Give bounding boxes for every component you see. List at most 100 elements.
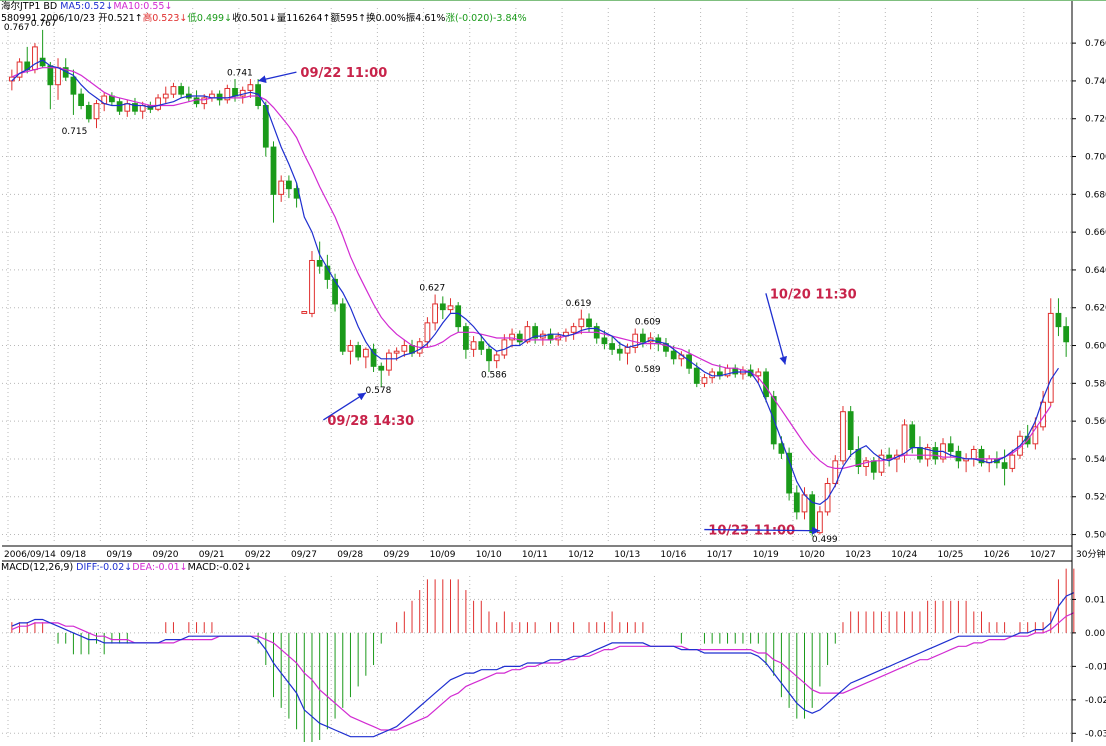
date-tick-label: 10/24 (891, 550, 917, 560)
candle-down (316, 259, 323, 267)
candle-down (232, 87, 238, 97)
date-tick-label: 10/13 (614, 550, 640, 560)
price-tick-label: 0.620 (1085, 304, 1106, 314)
candle-down (778, 443, 785, 454)
price-tick-label: 0.740 (1085, 77, 1106, 87)
header-segment: 额595↑ (330, 12, 366, 24)
price-tick-label: 0.680 (1085, 190, 1106, 200)
candle-down (378, 365, 385, 371)
moving-averages (11, 59, 1059, 505)
candle-up (424, 322, 431, 343)
price-tick-label: 0.600 (1085, 342, 1106, 352)
header-segment: MA10:0.55↓ (113, 1, 172, 12)
annotation-label: 10/20 11:30 (770, 287, 857, 302)
header-segment: MACD(12,26,9) (1, 562, 76, 573)
date-tick-label: 10/26 (984, 550, 1010, 560)
candle-down (516, 333, 523, 343)
price-tick-label: 0.540 (1085, 455, 1106, 465)
price-tick-label: 0.700 (1085, 153, 1106, 163)
candle-up (524, 326, 531, 343)
candle-down (793, 492, 800, 513)
price-tick-label: 0.660 (1085, 228, 1106, 238)
candle-down (178, 86, 185, 95)
candle-up (224, 87, 231, 101)
price-tick-label: 0.720 (1085, 115, 1106, 125)
candle-down (870, 460, 877, 473)
candle-up (1047, 312, 1054, 403)
candle-up (93, 103, 100, 120)
annotation-label: 10/23 11:00 (708, 524, 795, 539)
candle-down (216, 93, 223, 101)
price-marker-label: 0.589 (635, 365, 661, 375)
candle-down (370, 348, 377, 367)
date-tick-label: 2006/09/14 (4, 550, 56, 560)
candle-down (917, 447, 923, 460)
candle-up (509, 333, 515, 341)
date-tick-label: 10/19 (753, 550, 779, 560)
header-segment: 580991 2006/10/23 (1, 13, 98, 24)
candle-down (847, 411, 854, 450)
date-tick-label: 10/17 (707, 550, 733, 560)
candle-up (162, 93, 169, 99)
date-tick-label: 10/10 (476, 550, 502, 560)
annotation-arrow (323, 392, 367, 421)
header-segment: DIFF:-0.02↓ (76, 562, 132, 573)
annotation-label: 09/22 11:00 (300, 66, 387, 81)
candle-up (832, 460, 839, 485)
candle-down (455, 305, 462, 328)
annotation-label: 09/28 14:30 (327, 414, 414, 429)
price-tick-label: 0.520 (1085, 493, 1106, 503)
candle-down (116, 101, 123, 112)
price-tick-label: 0.760 (1085, 39, 1106, 49)
price-marker-label: 0.715 (62, 127, 88, 137)
candle-down (616, 348, 623, 354)
candle-up (362, 348, 369, 358)
candle-down (463, 326, 469, 350)
date-tick-label: 10/25 (937, 550, 963, 560)
annotation-arrow (257, 71, 297, 83)
candle-down (786, 452, 792, 494)
candle-down (670, 350, 677, 360)
date-tick-label: 10/20 (799, 550, 825, 560)
candle-up (309, 259, 315, 314)
candle-up (878, 454, 885, 473)
price-marker-label: 0.586 (481, 371, 507, 381)
candle-down (1055, 312, 1062, 328)
header-segment: 量116264↑ (277, 13, 331, 24)
candle-down (978, 448, 985, 464)
price-header-line-2: 580991 2006/10/23 开0.521↑高0.523↓低0.499↓收… (1, 12, 527, 24)
diff-line (11, 592, 1075, 738)
header-segment: 收0.501↓ (232, 12, 277, 24)
candle-up (817, 511, 823, 534)
price-tick-label: 0.580 (1085, 379, 1106, 389)
candle-up (1009, 454, 1016, 469)
candle-up (470, 341, 477, 350)
date-tick-label: 10/23 (845, 550, 871, 560)
candle-up (970, 448, 977, 460)
date-tick-label: 09/29 (383, 550, 409, 560)
macd-tick-label: -0.01 (1085, 662, 1106, 672)
price-marker-label: 0.609 (635, 318, 661, 328)
candle-down (439, 303, 446, 311)
header-segment: DEA:-0.01↓ (132, 562, 187, 573)
candle-down (478, 341, 485, 350)
candle-up (170, 86, 177, 95)
candle-down (270, 146, 277, 195)
candle-up (901, 424, 908, 456)
price-marker-label: 0.619 (566, 299, 592, 309)
date-tick-label: 09/18 (60, 550, 86, 560)
candle-down (339, 303, 346, 352)
candle-down (693, 367, 700, 384)
grid-lines (2, 8, 1072, 740)
candle-up (401, 345, 408, 352)
ma10-line (11, 67, 1052, 469)
price-tick-label: 0.500 (1085, 531, 1106, 541)
candle-up (501, 339, 508, 356)
candle-down (85, 104, 92, 120)
candle-down (70, 76, 77, 95)
price-marker-label: 0.578 (366, 386, 392, 396)
candle-up (301, 311, 308, 314)
